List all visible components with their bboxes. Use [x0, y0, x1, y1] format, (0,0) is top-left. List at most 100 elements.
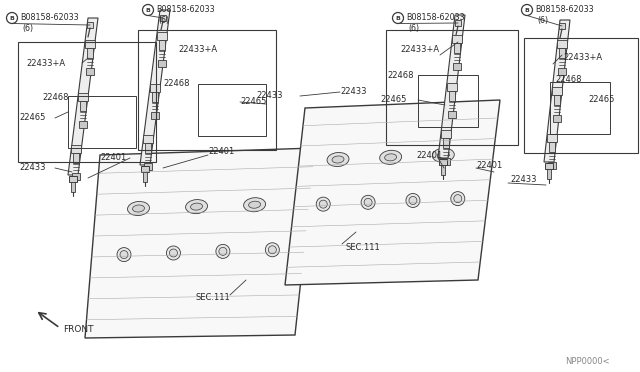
Bar — [159, 40, 164, 50]
Text: 22433: 22433 — [256, 92, 282, 100]
Circle shape — [451, 192, 465, 206]
Ellipse shape — [191, 203, 202, 210]
Bar — [524, 38, 638, 153]
Polygon shape — [68, 18, 98, 175]
Bar — [150, 83, 160, 92]
Text: B: B — [145, 7, 150, 13]
Bar — [71, 145, 81, 153]
Ellipse shape — [380, 150, 402, 164]
Bar — [80, 100, 86, 110]
Circle shape — [120, 251, 128, 259]
Text: (6): (6) — [22, 25, 33, 33]
Bar — [86, 48, 93, 58]
Text: 22468: 22468 — [163, 80, 189, 89]
Bar — [557, 40, 567, 48]
Text: (6): (6) — [537, 16, 548, 26]
Bar — [86, 68, 93, 75]
Bar — [18, 42, 156, 162]
Circle shape — [268, 246, 276, 254]
Bar — [386, 30, 518, 145]
Text: B: B — [525, 7, 529, 13]
Circle shape — [143, 4, 154, 16]
Bar — [553, 115, 561, 122]
Circle shape — [361, 195, 375, 209]
Circle shape — [522, 4, 532, 16]
Bar — [157, 60, 166, 67]
Circle shape — [166, 246, 180, 260]
Circle shape — [454, 195, 462, 203]
Text: 22433+A: 22433+A — [26, 58, 65, 67]
Text: (6): (6) — [408, 25, 419, 33]
Text: 22401: 22401 — [416, 151, 442, 160]
Bar — [87, 22, 93, 28]
Bar — [138, 30, 276, 150]
Ellipse shape — [244, 198, 266, 212]
Ellipse shape — [132, 205, 145, 212]
Text: 22465: 22465 — [380, 96, 406, 105]
Bar — [558, 68, 566, 75]
Text: 22468: 22468 — [387, 71, 413, 80]
Bar — [453, 63, 461, 70]
Text: B: B — [396, 16, 401, 20]
Bar — [72, 173, 81, 180]
Bar — [447, 110, 456, 118]
Bar — [71, 182, 75, 192]
Circle shape — [319, 200, 327, 208]
Text: 22465: 22465 — [19, 113, 45, 122]
Circle shape — [216, 244, 230, 259]
Bar — [145, 143, 151, 153]
Text: 22401: 22401 — [476, 160, 502, 170]
Bar — [547, 169, 551, 179]
Bar — [160, 15, 166, 21]
Text: 22433+A: 22433+A — [563, 54, 602, 62]
Text: SEC.111: SEC.111 — [196, 294, 231, 302]
Text: 22433+A: 22433+A — [178, 45, 217, 55]
Bar — [157, 32, 166, 40]
Ellipse shape — [385, 154, 397, 161]
Text: 22433: 22433 — [340, 87, 367, 96]
Text: (6): (6) — [158, 16, 169, 26]
Bar — [552, 87, 562, 95]
Text: SEC.111: SEC.111 — [346, 243, 381, 251]
Bar — [69, 176, 77, 182]
Text: 22401: 22401 — [208, 148, 234, 157]
Text: B08158-62033: B08158-62033 — [20, 13, 79, 22]
Circle shape — [364, 198, 372, 206]
Circle shape — [117, 248, 131, 262]
Bar — [143, 135, 154, 143]
Text: 22468: 22468 — [42, 93, 68, 102]
Circle shape — [219, 247, 227, 256]
Bar — [79, 121, 87, 128]
Ellipse shape — [433, 148, 454, 162]
Text: 22433+A: 22433+A — [400, 45, 439, 55]
Bar — [441, 130, 451, 138]
Bar — [143, 172, 147, 182]
Text: B08158-62033: B08158-62033 — [406, 13, 465, 22]
Bar — [74, 153, 79, 163]
Ellipse shape — [332, 156, 344, 163]
Bar — [141, 166, 149, 172]
Bar — [447, 83, 456, 90]
Bar — [548, 142, 555, 152]
Text: 22465: 22465 — [240, 97, 266, 106]
Text: 22468: 22468 — [555, 76, 582, 84]
Bar — [454, 43, 460, 53]
Bar — [68, 96, 136, 148]
Circle shape — [406, 193, 420, 208]
Text: B08158-62033: B08158-62033 — [156, 4, 214, 13]
Bar — [418, 75, 478, 127]
Ellipse shape — [127, 202, 150, 215]
Ellipse shape — [248, 201, 260, 208]
Text: 22433: 22433 — [510, 176, 536, 185]
Bar — [452, 35, 462, 43]
Circle shape — [392, 13, 403, 23]
Circle shape — [316, 197, 330, 211]
Circle shape — [170, 249, 177, 257]
Bar — [151, 112, 159, 119]
Bar — [550, 82, 610, 134]
Polygon shape — [285, 100, 500, 285]
Bar — [145, 163, 152, 170]
Polygon shape — [140, 10, 170, 165]
Bar — [455, 20, 461, 26]
Bar — [198, 84, 266, 136]
